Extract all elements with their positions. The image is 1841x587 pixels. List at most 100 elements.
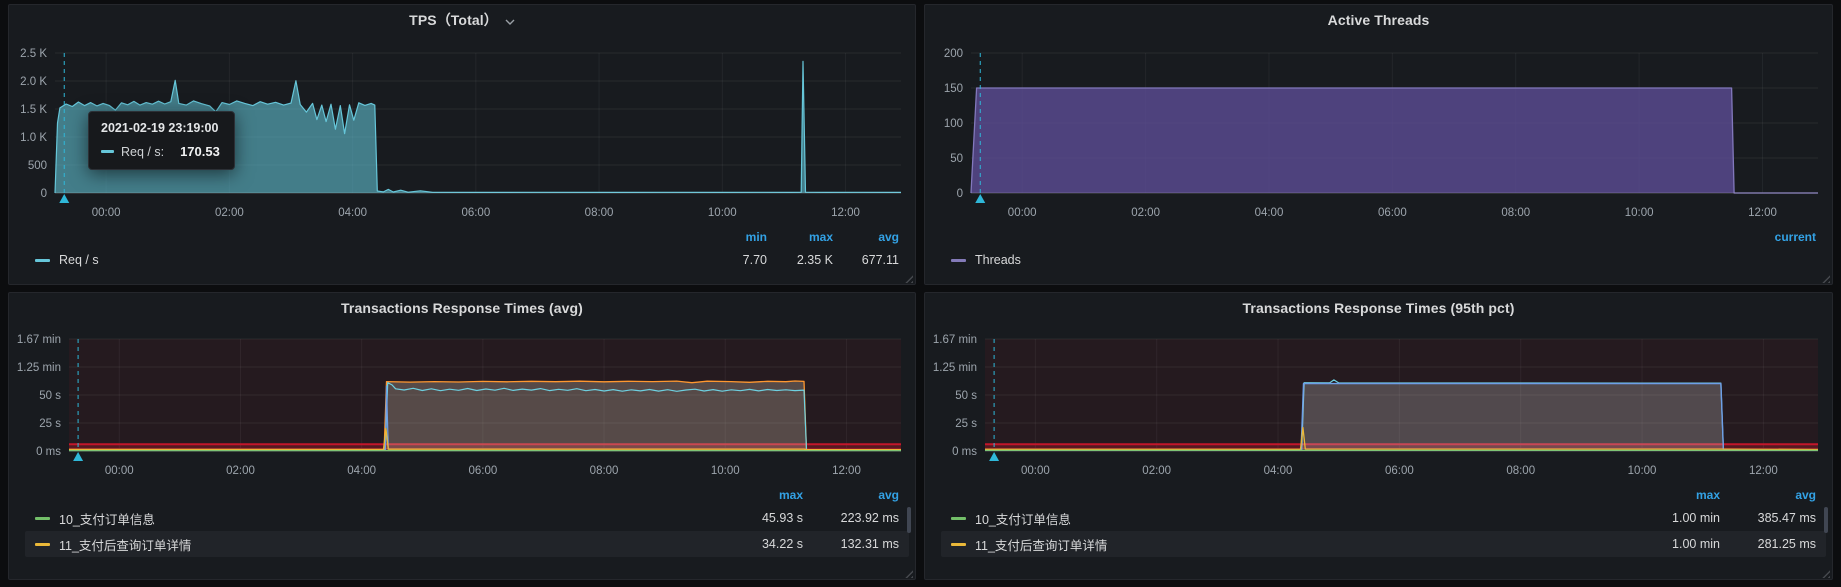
legend-header-max[interactable]: max [808,230,833,244]
series-dash-icon [951,516,966,520]
legend-label[interactable]: Req / s [59,253,99,267]
series-dash-icon [951,258,966,262]
svg-text:1.25 min: 1.25 min [933,362,977,374]
panel-resize-handle[interactable] [904,274,913,283]
svg-text:25 s: 25 s [39,418,61,430]
svg-text:06:00: 06:00 [468,465,497,477]
stat-max: 45.93 s [761,511,803,525]
legend: min max avg Req / s 7.70 2.35 K 677.11 [9,227,915,273]
svg-text:200: 200 [944,48,963,60]
legend-stat-headers: current [951,227,1816,247]
response-95th-chart[interactable]: 0 ms 25 s 50 s 1.25 min 1.67 min 00:00 02:00 04… [925,323,1832,485]
svg-text:02:00: 02:00 [226,465,255,477]
stat-max: 1.00 min [1672,537,1720,551]
active-threads-chart[interactable]: 0 50 100 150 200 00:00 02:00 04:00 06:00 08:00 10:… [925,35,1832,227]
svg-text:1.5 K: 1.5 K [20,104,47,116]
svg-text:02:00: 02:00 [215,207,244,219]
panel-title-menu[interactable]: Transactions Response Times (avg) [9,293,915,323]
series-dash-icon [951,542,966,546]
panel-response-times-avg: Transactions Response Times (avg) 0 ms 25… [8,292,916,580]
svg-text:50: 50 [950,153,963,165]
legend: current Threads [925,227,1832,273]
panel-resize-handle[interactable] [1821,274,1830,283]
page-title: Transactions Response Times (95th pct) [1242,300,1515,316]
panel-resize-handle[interactable] [904,569,913,578]
panel-response-times-95th: Transactions Response Times (95th pct) 0… [924,292,1833,580]
panel-active-threads: Active Threads 0 50 100 150 200 00:00 02:00 04:… [924,4,1833,285]
svg-text:1.25 min: 1.25 min [17,362,61,374]
legend-header-avg[interactable]: avg [1795,488,1816,502]
legend-item-pay-order-info: 10_支付订单信息 1.00 min 385.47 ms [941,505,1826,531]
stat-avg: 223.92 ms [840,511,899,525]
legend-item-req-s: Req / s 7.70 2.35 K 677.11 [35,247,899,273]
svg-text:500: 500 [28,160,47,172]
legend-header-max[interactable]: max [778,488,803,502]
legend: max avg 10_支付订单信息 45.93 s 223.92 ms 11_支… [9,485,915,557]
svg-text:08:00: 08:00 [1506,465,1535,477]
svg-text:10:00: 10:00 [711,465,740,477]
response-avg-chart[interactable]: 0 ms 25 s 50 s 1.25 min 1.67 min 00:00 02:00 04… [9,323,915,485]
legend-item-threads: Threads [951,247,1816,273]
stat-avg: 677.11 [861,253,899,267]
svg-text:04:00: 04:00 [338,207,367,219]
svg-text:06:00: 06:00 [1385,465,1414,477]
svg-text:04:00: 04:00 [1255,207,1284,219]
legend-header-avg[interactable]: avg [878,488,899,502]
svg-text:10:00: 10:00 [1628,465,1657,477]
stat-min: 7.70 [742,253,767,267]
stat-avg: 385.47 ms [1757,511,1816,525]
svg-text:02:00: 02:00 [1142,465,1171,477]
panel-resize-handle[interactable] [1821,569,1830,578]
legend-label[interactable]: 11_支付后查询订单详情 [975,538,1108,553]
svg-text:50 s: 50 s [39,390,61,402]
legend-header-current[interactable]: current [1774,230,1816,244]
legend-label[interactable]: 10_支付订单信息 [975,512,1071,527]
panel-title-menu[interactable]: TPS（Total） [9,5,915,35]
page-title: Active Threads [1327,12,1430,28]
stat-max: 2.35 K [796,253,833,267]
series-dash-icon [35,516,50,520]
legend-header-min[interactable]: min [745,230,767,244]
chevron-down-icon [505,12,515,30]
svg-text:12:00: 12:00 [832,465,861,477]
svg-text:00:00: 00:00 [1008,207,1037,219]
svg-text:100: 100 [944,118,963,130]
svg-text:1.67 min: 1.67 min [933,334,977,346]
series-dash-icon [35,258,50,262]
svg-text:0 ms: 0 ms [952,446,977,458]
legend-label[interactable]: 10_支付订单信息 [59,512,155,527]
legend-item-query-order-detail: 11_支付后查询订单详情 34.22 s 132.31 ms [25,531,909,557]
legend-scrollbar[interactable] [1824,507,1828,533]
legend-item-query-order-detail: 11_支付后查询订单详情 1.00 min 281.25 ms [941,531,1826,557]
legend-item-pay-order-info: 10_支付订单信息 45.93 s 223.92 ms [25,505,909,531]
legend-scrollbar[interactable] [907,507,911,533]
legend-stat-headers: max avg [951,485,1816,505]
legend-label[interactable]: Threads [975,253,1021,267]
tps-chart[interactable]: 0 500 1.0 K 1.5 K 2.0 K 2.5 K 00:00 02:00 04:00 0… [9,35,915,227]
svg-text:50 s: 50 s [955,390,977,402]
svg-text:12:00: 12:00 [831,207,860,219]
stat-max: 1.00 min [1672,511,1720,525]
svg-text:1.67 min: 1.67 min [17,334,61,346]
panel-title-menu[interactable]: Active Threads [925,5,1832,35]
svg-text:06:00: 06:00 [461,207,490,219]
svg-text:2.5 K: 2.5 K [20,48,47,60]
page-title: Transactions Response Times (avg) [341,300,583,316]
legend-stat-headers: min max avg [35,227,899,247]
svg-text:12:00: 12:00 [1749,465,1778,477]
svg-text:00:00: 00:00 [105,465,134,477]
panel-tps-total: TPS（Total） 0 500 1.0 K 1.5 K 2.0 K 2.5 K 00:00… [8,4,916,285]
svg-text:06:00: 06:00 [1378,207,1407,219]
page-title: TPS（Total） [409,12,498,28]
svg-text:0 ms: 0 ms [36,446,61,458]
svg-text:00:00: 00:00 [92,207,121,219]
legend-header-avg[interactable]: avg [878,230,899,244]
legend-header-max[interactable]: max [1695,488,1720,502]
svg-text:2.0 K: 2.0 K [20,76,47,88]
legend: max avg 10_支付订单信息 1.00 min 385.47 ms 11_… [925,485,1832,557]
series-dash-icon [35,542,50,546]
legend-label[interactable]: 11_支付后查询订单详情 [59,538,192,553]
panel-title-menu[interactable]: Transactions Response Times (95th pct) [925,293,1832,323]
svg-text:150: 150 [944,83,963,95]
